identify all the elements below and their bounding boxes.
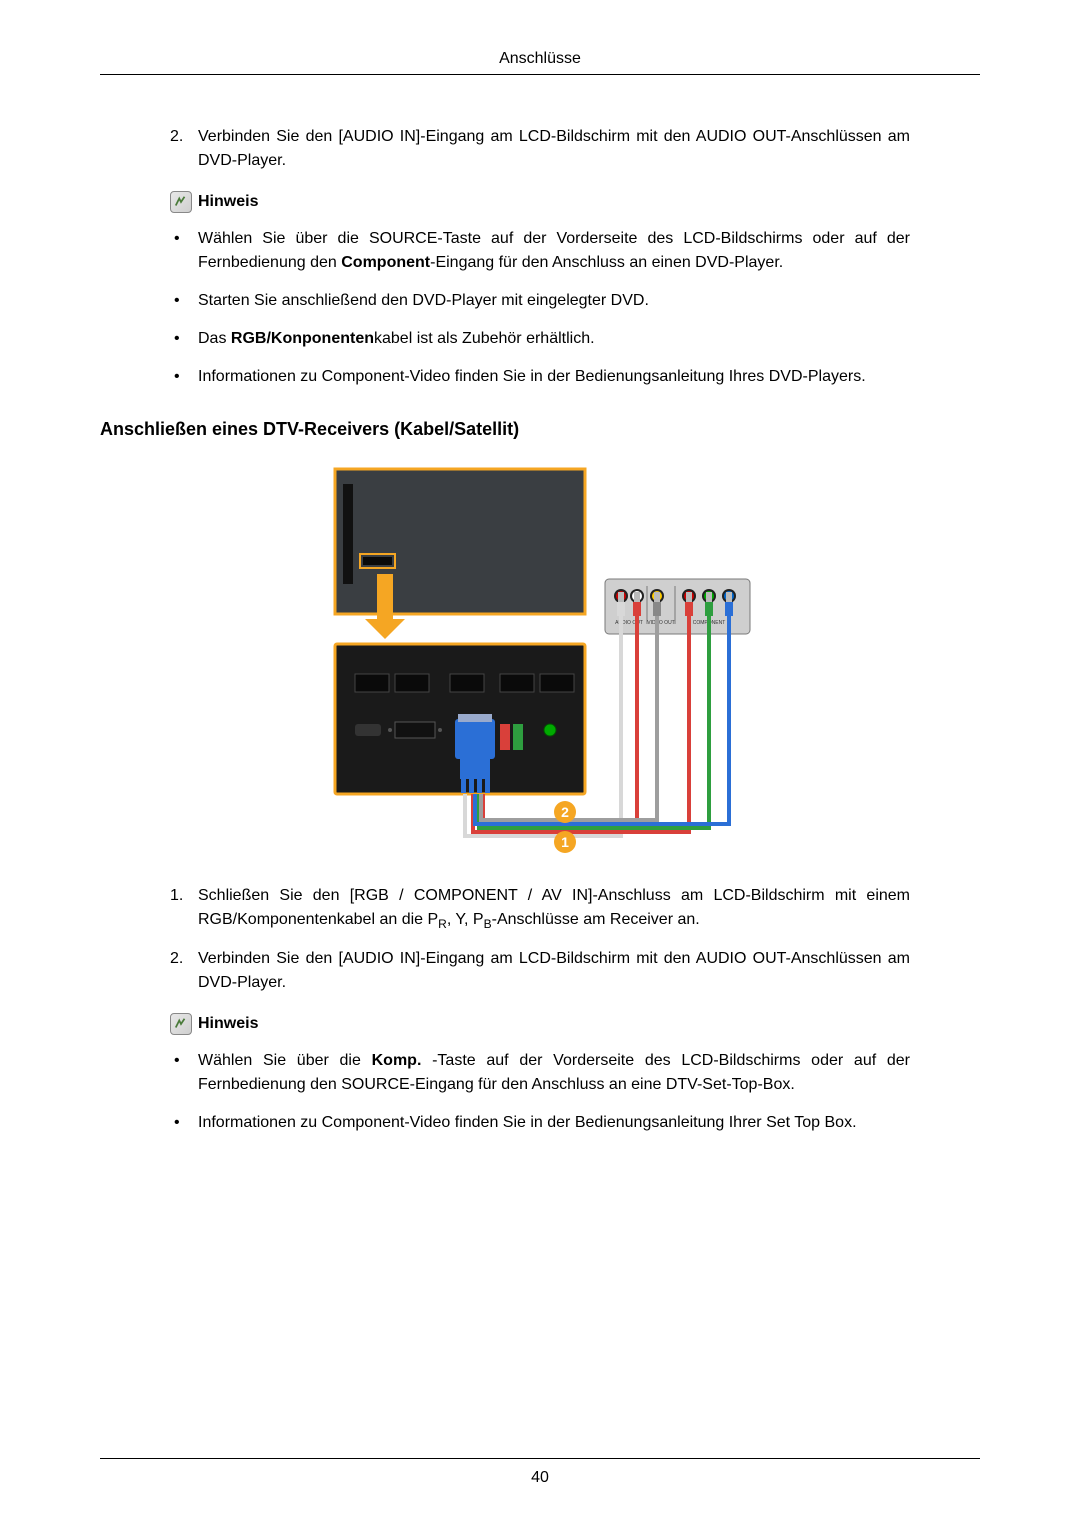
note-label: Hinweis bbox=[198, 1015, 258, 1033]
note1-bullets: •Wählen Sie über die SOURCE-Taste auf de… bbox=[170, 227, 910, 389]
bullet-dot: • bbox=[170, 289, 198, 313]
page: Anschlüsse 2. Verbinden Sie den [AUDIO I… bbox=[0, 0, 1080, 1527]
bullet-text: Informationen zu Component-Video finden … bbox=[198, 1111, 910, 1135]
bullet-item: •Starten Sie anschließend den DVD-Player… bbox=[170, 289, 910, 313]
note-heading: Hinweis bbox=[170, 191, 910, 213]
bullet-item: •Informationen zu Component-Video finden… bbox=[170, 365, 910, 389]
ol-text: Verbinden Sie den [AUDIO IN]-Eingang am … bbox=[198, 947, 910, 995]
bullet-dot: • bbox=[170, 227, 198, 275]
page-number: 40 bbox=[531, 1469, 549, 1486]
svg-text:VIDEO OUT: VIDEO OUT bbox=[647, 620, 675, 626]
bullet-item: •Wählen Sie über die Komp. -Taste auf de… bbox=[170, 1049, 910, 1097]
bullet-dot: • bbox=[170, 327, 198, 351]
bullet-item: •Das RGB/Konponentenkabel ist als Zubehö… bbox=[170, 327, 910, 351]
bullet-dot: • bbox=[170, 1111, 198, 1135]
content-area: 2. Verbinden Sie den [AUDIO IN]-Eingang … bbox=[100, 125, 980, 1135]
bullet-text: Wählen Sie über die Komp. -Taste auf der… bbox=[198, 1049, 910, 1097]
header-title: Anschlüsse bbox=[499, 50, 581, 67]
bullet-text: Starten Sie anschließend den DVD-Player … bbox=[198, 289, 910, 313]
bullet-text: Informationen zu Component-Video finden … bbox=[198, 365, 910, 389]
ol-item: 2. Verbinden Sie den [AUDIO IN]-Eingang … bbox=[170, 125, 910, 173]
page-footer: 40 bbox=[100, 1458, 980, 1487]
svg-text:1: 1 bbox=[561, 834, 569, 850]
bullet-dot: • bbox=[170, 365, 198, 389]
note-heading: Hinweis bbox=[170, 1013, 910, 1035]
bullet-dot: • bbox=[170, 1049, 198, 1097]
diagram-svg: AUDIO OUTVIDEO OUTCOMPONENT12 bbox=[325, 464, 755, 854]
page-header: Anschlüsse bbox=[100, 50, 980, 75]
ol-number: 2. bbox=[170, 947, 198, 995]
ol-item: 2. Verbinden Sie den [AUDIO IN]-Eingang … bbox=[170, 947, 910, 995]
connection-diagram: AUDIO OUTVIDEO OUTCOMPONENT12 bbox=[170, 464, 910, 854]
ol-number: 2. bbox=[170, 125, 198, 173]
ol-number: 1. bbox=[170, 884, 198, 933]
bullet-item: •Informationen zu Component-Video finden… bbox=[170, 1111, 910, 1135]
bullet-item: •Wählen Sie über die SOURCE-Taste auf de… bbox=[170, 227, 910, 275]
ol-item: 1. Schließen Sie den [RGB / COMPONENT / … bbox=[170, 884, 910, 933]
ol-text: Schließen Sie den [RGB / COMPONENT / AV … bbox=[198, 884, 910, 933]
svg-text:2: 2 bbox=[561, 804, 569, 820]
section-title: Anschließen eines DTV-Receivers (Kabel/S… bbox=[100, 419, 910, 440]
ol-text: Verbinden Sie den [AUDIO IN]-Eingang am … bbox=[198, 125, 910, 173]
bullet-text: Wählen Sie über die SOURCE-Taste auf der… bbox=[198, 227, 910, 275]
note-label: Hinweis bbox=[198, 193, 258, 211]
bullet-text: Das RGB/Konponentenkabel ist als Zubehör… bbox=[198, 327, 910, 351]
note-icon bbox=[170, 191, 192, 213]
note-icon bbox=[170, 1013, 192, 1035]
note2-bullets: •Wählen Sie über die Komp. -Taste auf de… bbox=[170, 1049, 910, 1135]
